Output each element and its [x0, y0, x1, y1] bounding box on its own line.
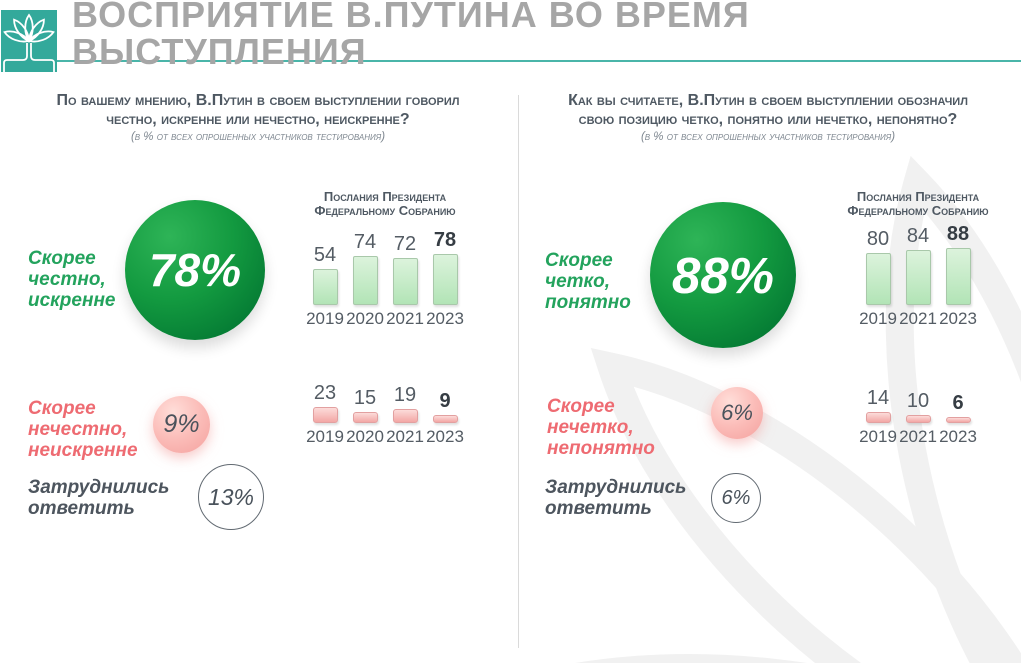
- bar: [432, 415, 458, 423]
- bar: [945, 417, 971, 423]
- bar-value: 9: [439, 390, 451, 412]
- header-accent-line: [57, 60, 1021, 62]
- bar-value: 88: [946, 223, 970, 245]
- bar-value: 80: [866, 228, 890, 250]
- year-label: 2019: [859, 309, 897, 328]
- neutral-share-circle: 6%: [711, 473, 761, 523]
- positive-label: Скорее четко, понятно: [545, 250, 631, 313]
- positive-trend-chart: Послания Президента Федеральному Собрани…: [829, 190, 1007, 329]
- bar-column: 19: [385, 384, 425, 423]
- chart-title: Послания Президента Федеральному Собрани…: [314, 189, 456, 218]
- question-block: По вашему мнению, В.Путин в своем выступ…: [8, 92, 508, 143]
- years-row: 2019 2020 2021 2023: [305, 309, 465, 329]
- negative-label: Скорее нечетко, непонятно: [547, 396, 655, 459]
- bars-row: 23 15 19 9: [305, 382, 465, 423]
- negative-label: Скорее нечестно, неискренне: [28, 398, 138, 461]
- bar-column: 15: [345, 387, 385, 423]
- bar-value: 54: [313, 244, 337, 266]
- year-label: 2019: [859, 427, 897, 446]
- negative-share-circle: 6%: [711, 387, 763, 439]
- bar-column: 54: [305, 244, 345, 305]
- year-label: 2021: [386, 309, 424, 328]
- positive-label: Скорее честно, искренне: [28, 248, 116, 311]
- bar-value: 15: [353, 387, 377, 409]
- negative-trend-chart: 23 15 19 9 2019 2020 2021 2023: [305, 382, 465, 447]
- bar: [312, 407, 338, 423]
- years-row: 2019 2021 2023: [858, 427, 978, 447]
- bar-value: 23: [313, 382, 337, 404]
- neutral-share-circle: 13%: [198, 464, 264, 530]
- panel-divider: [518, 95, 519, 648]
- bar-value: 84: [906, 225, 930, 247]
- bar-column: 10: [898, 390, 938, 423]
- year-label: 2023: [939, 427, 977, 446]
- year-label: 2021: [899, 309, 937, 328]
- bars-row: 80 84 88: [858, 223, 978, 305]
- year-label: 2020: [346, 427, 384, 446]
- bar: [865, 253, 891, 305]
- bar-column: 78: [425, 229, 465, 305]
- bar: [945, 248, 971, 305]
- bar-value: 10: [906, 390, 930, 412]
- bar-column: 84: [898, 225, 938, 305]
- bar: [392, 409, 418, 423]
- bar-column: 6: [938, 392, 978, 423]
- question-block: Как вы считаете, В.Путин в своем выступл…: [522, 92, 1014, 143]
- year-label: 2021: [899, 427, 937, 446]
- bar-column: 80: [858, 228, 898, 305]
- year-label: 2023: [426, 427, 464, 446]
- neutral-label: Затруднились ответить: [28, 477, 170, 519]
- bar-column: 9: [425, 390, 465, 423]
- bar-column: 88: [938, 223, 978, 305]
- bar-value: 19: [393, 384, 417, 406]
- bar-column: 14: [858, 387, 898, 423]
- year-label: 2023: [939, 309, 977, 328]
- question-note: (в % от всех опрошенных участников тести…: [640, 131, 896, 143]
- year-label: 2019: [306, 309, 344, 328]
- question-text: По вашему мнению, В.Путин в своем выступ…: [56, 92, 460, 128]
- year-label: 2023: [426, 309, 464, 328]
- positive-share-circle: 78%: [125, 200, 265, 340]
- bar: [312, 269, 338, 305]
- years-row: 2019 2021 2023: [858, 309, 978, 329]
- positive-trend-chart: Послания Президента Федеральному Собрани…: [305, 190, 465, 329]
- bar: [352, 412, 378, 423]
- positive-share-circle: 88%: [650, 202, 796, 348]
- bar-value: 74: [353, 231, 377, 253]
- slide-title: ВОСПРИЯТИЕ В.ПУТИНА ВО ВРЕМЯ ВЫСТУПЛЕНИЯ: [72, 0, 750, 72]
- year-label: 2020: [346, 309, 384, 328]
- bar: [865, 412, 891, 423]
- bar: [905, 415, 931, 423]
- bar: [352, 256, 378, 305]
- fom-plant-logo-icon: [1, 10, 57, 72]
- bar-column: 23: [305, 382, 345, 423]
- bar: [432, 254, 458, 305]
- bar: [905, 250, 931, 305]
- bar-value: 14: [866, 387, 890, 409]
- bar-value: 6: [952, 392, 964, 414]
- bar-column: 74: [345, 231, 385, 305]
- bar: [392, 258, 418, 305]
- chart-title: Послания Президента Федеральному Собрани…: [847, 189, 989, 218]
- negative-trend-chart: 14 10 6 2019 2021 2023: [858, 383, 978, 447]
- year-label: 2021: [386, 427, 424, 446]
- bar-column: 72: [385, 233, 425, 305]
- bar-value: 72: [393, 233, 417, 255]
- year-label: 2019: [306, 427, 344, 446]
- years-row: 2019 2020 2021 2023: [305, 427, 465, 447]
- neutral-label: Затруднились ответить: [545, 477, 687, 519]
- question-note: (в % от всех опрошенных участников тести…: [130, 131, 386, 143]
- question-text: Как вы считаете, В.Путин в своем выступл…: [568, 92, 968, 128]
- bars-row: 14 10 6: [858, 383, 978, 423]
- negative-share-circle: 9%: [153, 396, 210, 453]
- bars-row: 54 74 72 78: [305, 227, 465, 305]
- bar-value: 78: [433, 229, 457, 251]
